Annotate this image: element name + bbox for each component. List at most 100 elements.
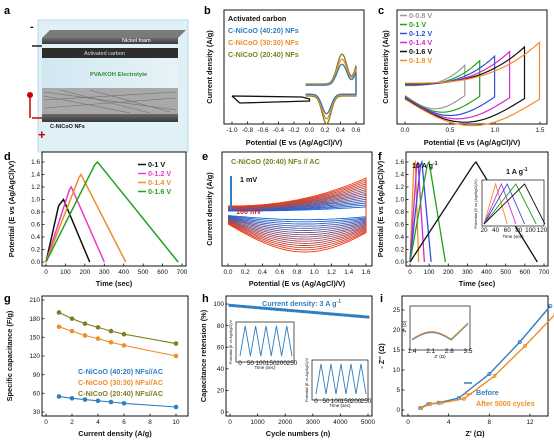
- inset-1-xtick-label: 100: [255, 360, 266, 367]
- inset-xtick-label: 120: [537, 227, 548, 234]
- retention-point: [288, 308, 292, 313]
- annotation-100-mv: 100 mV: [236, 207, 261, 216]
- ytick-label: 180: [29, 316, 40, 323]
- nyquist-point: [517, 339, 522, 344]
- ytick-label: 5: [396, 387, 400, 394]
- panel-g-label: g: [4, 293, 11, 305]
- retention-point: [295, 309, 299, 313]
- retention-point: [279, 308, 283, 312]
- ytick-label: 25: [393, 307, 401, 314]
- inset-gcd-2: [483, 183, 526, 225]
- inset-xtick-label: 1.4: [408, 348, 417, 355]
- gcd-rate-3: [409, 160, 447, 263]
- cv-window-5: [404, 41, 541, 127]
- xtick-label: 1.5: [536, 127, 545, 134]
- retention-point: [281, 308, 285, 312]
- layer-label-electrolyte: PVA/KOH Electrolyte: [90, 72, 148, 78]
- panel-g-ticks: 0 2 4 6 8 10 30 60 90 120 150 180 210: [29, 297, 180, 426]
- ytick-label: 10: [393, 367, 401, 374]
- retention-point: [256, 306, 260, 310]
- xtick-label: 0: [228, 419, 232, 426]
- xtick-label: 0: [44, 269, 48, 276]
- panel-c-curves: [404, 41, 541, 127]
- panel-h-inset-1-xlabel: Time (sec): [254, 365, 276, 370]
- ytick-label: 0.6: [395, 222, 404, 229]
- retention-point: [366, 315, 370, 319]
- panel-h-curves: [228, 303, 370, 319]
- ytick-label: 0: [220, 409, 224, 416]
- cv-scan-15: [227, 177, 367, 253]
- capacitance-point: [173, 404, 179, 410]
- inset-1-xtick-label: 200: [276, 360, 287, 367]
- panel-c-xticks: 0.0 0.5 1.0 1.5: [401, 121, 545, 134]
- legend-label: 0-1 V: [148, 160, 165, 169]
- inset-xtick-label: 2.8: [445, 348, 454, 355]
- xtick-label: 4: [447, 419, 451, 426]
- panel-d-ticks: 0 100 200 300 400 500 600 700 0.0 0.2 0.4 0.6 0.8 1.0…: [31, 159, 188, 276]
- cv-40-20: [305, 63, 357, 115]
- ytick-label: 0.8: [395, 209, 404, 216]
- xtick-label: 500: [138, 269, 149, 276]
- inset-xtick-label: 2.1: [426, 348, 435, 355]
- panel-d-ylabel: Potential (E vs (Ag/AgCl)/V): [7, 160, 16, 257]
- panel-f-ylabel: Potential (E vs (Ag/AgCl)/V): [376, 160, 385, 257]
- legend-label: 0-1.8 V: [409, 56, 432, 65]
- nyquist-point: [548, 303, 553, 308]
- xtick-label: 2: [70, 419, 74, 426]
- panel-h-ylabel: Capacitance retension (%): [199, 309, 208, 402]
- panel-e-ylabel: Current density (A/g): [205, 172, 214, 246]
- ytick-label: 80: [217, 323, 225, 330]
- panel-b-ylabel: Current density (A/g): [205, 30, 214, 104]
- xtick-label: 200: [443, 269, 454, 276]
- capacitance-point: [121, 343, 127, 348]
- panel-i-legend: Before After 5000 cycles: [476, 388, 535, 408]
- panel-e-title: C-NiCoO (20:40) NFs // AC: [231, 157, 320, 166]
- inset-nyquist-0: [411, 323, 469, 341]
- panel-c: c 0.0 0.5 1.0 1.5 Potential (E vs (Ag/AgCl)…: [378, 5, 548, 147]
- inset-2-xtick-label: 200: [351, 398, 362, 405]
- xtick-label: 100: [424, 269, 435, 276]
- capacitance-point: [108, 399, 114, 405]
- panel-h-title: Current density: 3 A g-1: [262, 299, 341, 308]
- panel-e-xlabel: Potential (E vs (Ag/AgCl)/V): [249, 279, 346, 288]
- panel-i-inset-frame: [409, 305, 471, 351]
- inset-gcd-4: [483, 183, 546, 225]
- panel-f-inset: 20 40 60 80 100 120: [480, 182, 548, 234]
- retention-point: [318, 311, 322, 315]
- retention-point: [299, 309, 303, 313]
- inset-2-cycles: [315, 363, 367, 395]
- panel-g-curves: [56, 310, 179, 410]
- xtick-label: -0.4: [273, 127, 284, 134]
- xtick-label: 0: [406, 419, 410, 426]
- cv-20-40: [305, 53, 357, 125]
- nyquist-point: [419, 405, 424, 410]
- xtick-label: -0.6: [257, 127, 268, 134]
- panel-f-ticks: 0 100 200 300 400 500 600 700 0.0 0.2 0.4 0.6 0.8 1.0…: [395, 159, 550, 276]
- xtick-label: 0.6: [352, 127, 361, 134]
- inset-2-xtick-label: 100: [331, 398, 342, 405]
- retention-point: [364, 315, 368, 319]
- activated-carbon-layer: [42, 48, 178, 58]
- capacitance-line-2: [58, 311, 177, 345]
- panel-c-legend: 0-0.8 V0-1 V0-1.2 V0-1.4 V0-1.6 V0-1.8 V: [400, 11, 432, 65]
- retention-point: [327, 312, 331, 316]
- xtick-label: 0.4: [336, 127, 345, 134]
- nickel-foam-top: [42, 38, 178, 44]
- retention-point: [322, 311, 326, 315]
- panel-h-inset-1-ylabel: Potential (E vs Ag/AgCl)/V: [229, 319, 233, 364]
- inset-1-xtick-label: 150: [266, 360, 277, 367]
- xtick-label: 12: [526, 419, 534, 426]
- legend-20-40-ac: C-NiCoO (20:40) NFs//AC: [78, 389, 163, 398]
- legend-20-40: C-NiCoO (20:40) NFs: [228, 50, 299, 59]
- inset-1-xtick-label: 50: [247, 360, 255, 367]
- xtick-label: 0.4: [258, 269, 267, 276]
- xtick-label: 1000: [250, 419, 265, 426]
- panel-c-xlabel: Potential (E vs (Ag/AgCl)/V): [424, 138, 521, 147]
- panel-i-label: i: [380, 293, 383, 305]
- capacitance-point: [56, 394, 62, 399]
- panel-a-label: a: [4, 5, 11, 17]
- panel-c-label: c: [378, 5, 384, 17]
- legend-label: 0-1.2 V: [148, 169, 171, 178]
- inset-nyquist-1: [411, 322, 469, 340]
